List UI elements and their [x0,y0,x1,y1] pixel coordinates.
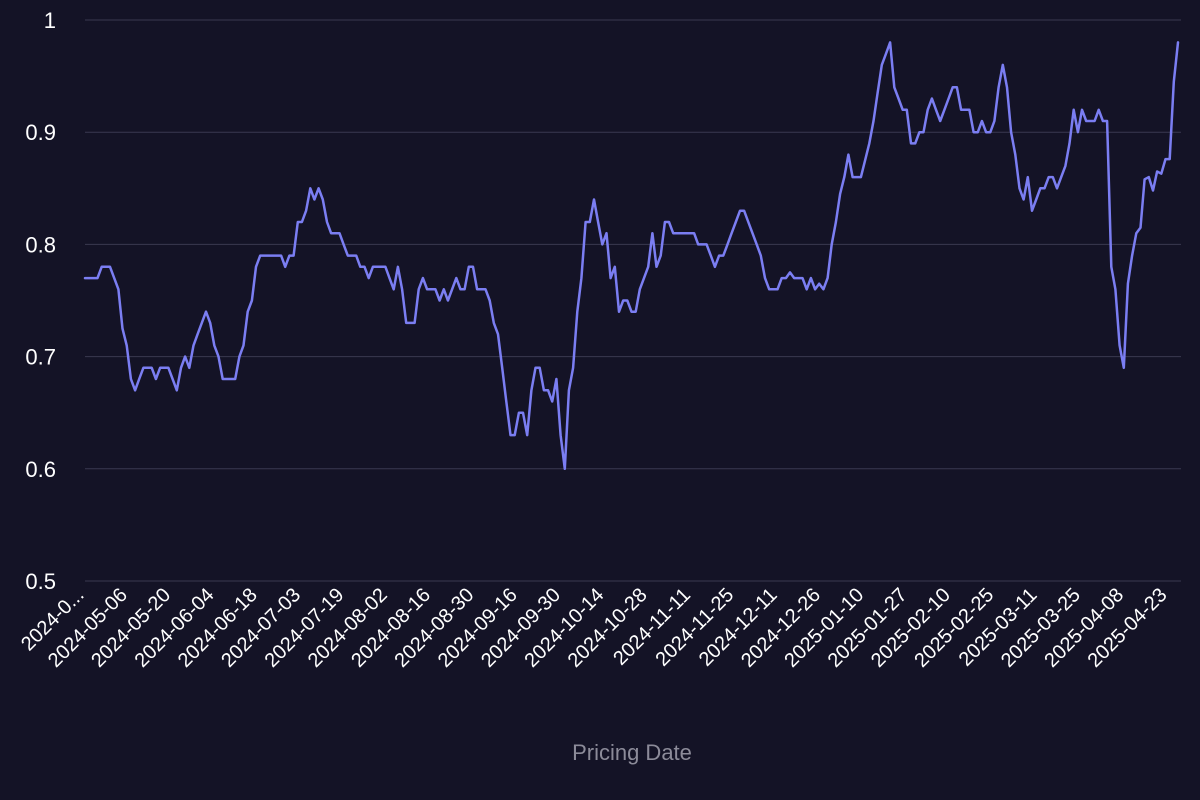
y-tick-label: 1 [44,8,56,33]
y-tick-label: 0.7 [25,345,56,370]
x-axis-label: Pricing Date [572,740,692,765]
y-tick-label: 0.6 [25,457,56,482]
y-axis-ticks: 0.5 0.6 0.7 0.8 0.9 1 [25,8,56,594]
series-group [83,41,1180,471]
y-tick-label: 0.5 [25,569,56,594]
x-axis-ticks: 2024-0...2024-05-062024-05-202024-06-042… [17,584,1171,672]
gridlines [85,19,1181,582]
series-line [83,41,1180,471]
y-tick-label: 0.8 [25,232,56,257]
y-tick-label: 0.9 [25,120,56,145]
